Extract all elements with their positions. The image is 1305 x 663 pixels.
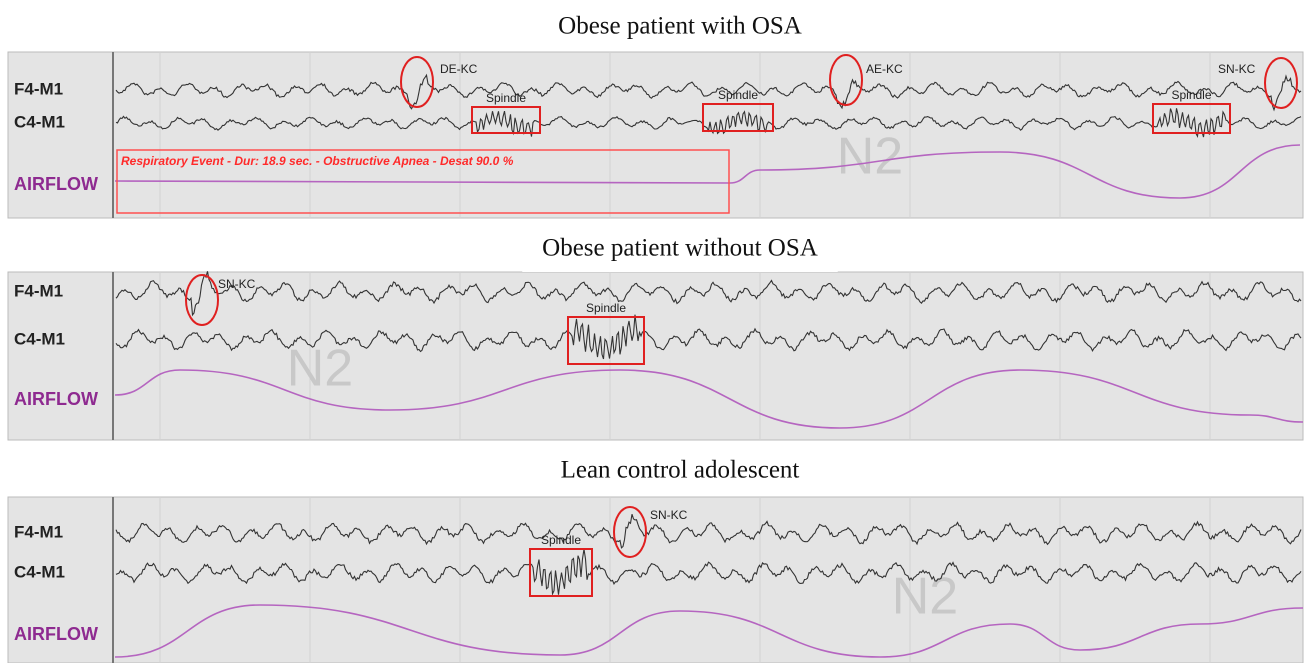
channel-label: AIRFLOW xyxy=(14,174,98,194)
spindle-label: Spindle xyxy=(718,88,758,102)
channel-label: C4-M1 xyxy=(14,112,65,131)
panel-title: Lean control adolescent xyxy=(561,457,800,484)
figure: Obese patient with OSA N2 F4-M1 C4-M1 AIRFLO… xyxy=(0,0,1305,663)
k-complex-label: DE-KC xyxy=(440,62,478,76)
panel-background xyxy=(8,52,1303,218)
respiratory-event-label: Respiratory Event - Dur: 18.9 sec. - Obs… xyxy=(121,154,514,168)
spindle-label: Spindle xyxy=(1171,88,1211,102)
channel-label: C4-M1 xyxy=(14,562,65,581)
channel-label: AIRFLOW xyxy=(14,624,98,644)
channel-label: F4-M1 xyxy=(14,79,63,98)
panel-title: Obese patient with OSA xyxy=(558,13,802,40)
sleep-stage: N2 xyxy=(837,128,903,186)
k-complex-label: SN-KC xyxy=(1218,62,1256,76)
panel: Lean control adolescent N2 F4-M1 C4-M1 AIRFL… xyxy=(8,450,1303,663)
channel-label: AIRFLOW xyxy=(14,389,98,409)
k-complex-label: SN-KC xyxy=(650,508,688,522)
k-complex-label: AE-KC xyxy=(866,62,903,76)
panel: Obese patient with OSA N2 F4-M1 C4-M1 AIRFLO… xyxy=(8,6,1303,218)
channel-label: C4-M1 xyxy=(14,329,65,348)
spindle-label: Spindle xyxy=(541,533,581,547)
channel-label: F4-M1 xyxy=(14,522,63,541)
panel-title: Obese patient without OSA xyxy=(542,235,818,262)
sleep-stage: N2 xyxy=(892,568,958,626)
channel-label: F4-M1 xyxy=(14,281,63,300)
panel: Obese patient without OSA N2 F4-M1 C4-M1 AIR… xyxy=(8,228,1303,440)
panel-background xyxy=(8,272,1303,440)
sleep-stage: N2 xyxy=(287,340,353,398)
spindle-label: Spindle xyxy=(586,301,626,315)
k-complex-label: SN-KC xyxy=(218,277,256,291)
spindle-label: Spindle xyxy=(486,91,526,105)
